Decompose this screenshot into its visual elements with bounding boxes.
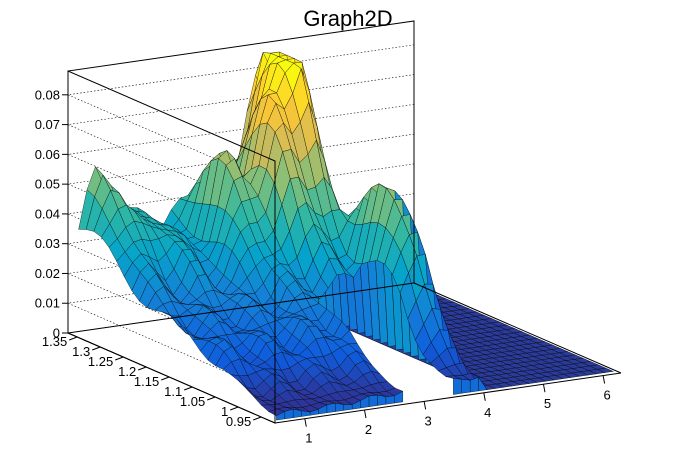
surface-front-wall bbox=[343, 404, 353, 411]
x-axis-line bbox=[274, 372, 622, 424]
y-tick-label: 1.15 bbox=[134, 374, 159, 389]
y-tick-mark bbox=[161, 376, 170, 381]
y-tick-mark bbox=[69, 336, 78, 341]
surface-front-wall bbox=[335, 402, 344, 412]
surface-front-wall bbox=[385, 395, 395, 405]
y-tick-label: 1.25 bbox=[88, 354, 113, 369]
z-tick-label: 0.04 bbox=[35, 206, 60, 221]
y-tick-mark bbox=[92, 346, 101, 351]
axis-ticks: 1234560.9511.051.11.151.21.251.31.3500.0… bbox=[35, 87, 611, 445]
y-tick-mark bbox=[115, 356, 124, 361]
z-tick-label: 0.07 bbox=[35, 117, 60, 132]
y-tick-label: 1 bbox=[221, 404, 228, 419]
y-tick-mark bbox=[253, 416, 262, 421]
surface-front-wall bbox=[368, 394, 378, 407]
surface-front-wall bbox=[470, 377, 479, 393]
surface-front-wall bbox=[478, 376, 488, 392]
x-tick-mark bbox=[483, 392, 486, 401]
y-axis-line bbox=[67, 332, 276, 424]
x-tick-label: 1 bbox=[305, 431, 312, 446]
z-tick-label: 0 bbox=[53, 326, 60, 341]
floor-edge-right bbox=[413, 282, 622, 374]
y-tick-mark bbox=[184, 386, 193, 391]
z-tick-label: 0.05 bbox=[35, 177, 60, 192]
surface-front-wall bbox=[301, 410, 311, 417]
z-tick-label: 0.02 bbox=[35, 266, 60, 281]
x-tick-mark bbox=[542, 384, 546, 393]
x-tick-mark bbox=[423, 401, 427, 410]
surface-front-wall bbox=[326, 402, 336, 414]
x-tick-label: 3 bbox=[425, 413, 432, 428]
x-tick-mark bbox=[304, 418, 307, 427]
surface-cell bbox=[596, 367, 615, 373]
x-tick-label: 5 bbox=[544, 396, 551, 411]
y-tick-label: 1.2 bbox=[118, 364, 136, 379]
y-tick-label: 1.1 bbox=[164, 384, 182, 399]
y-tick-label: 0.95 bbox=[226, 414, 251, 429]
x-tick-label: 6 bbox=[603, 388, 610, 403]
z-tick-label: 0.01 bbox=[35, 296, 60, 311]
chart-title: Graph2D bbox=[303, 6, 393, 31]
y-tick-label: 1.05 bbox=[180, 394, 205, 409]
x-tick-mark bbox=[363, 409, 367, 419]
x-tick-label: 4 bbox=[484, 405, 491, 420]
y-tick-mark bbox=[207, 396, 216, 401]
surface-front-wall bbox=[394, 390, 403, 404]
plot-box bbox=[67, 20, 622, 424]
surface-front-wall bbox=[461, 379, 471, 394]
y-tick-mark bbox=[138, 366, 147, 371]
y-tick-label: 1.3 bbox=[72, 344, 90, 359]
y-tick-mark bbox=[230, 406, 239, 411]
y-tick-label: 1.35 bbox=[42, 334, 67, 349]
surface-front-wall bbox=[453, 378, 462, 395]
x-tick-label: 2 bbox=[365, 422, 372, 437]
surface-front-wall bbox=[293, 408, 302, 418]
surface-front-wall bbox=[377, 394, 387, 406]
z-tick-label: 0.03 bbox=[35, 236, 60, 251]
z-tick-label: 0.08 bbox=[35, 87, 60, 102]
x-tick-mark bbox=[602, 375, 606, 384]
surface-mesh bbox=[78, 51, 615, 421]
z-tick-label: 0.06 bbox=[35, 147, 60, 162]
